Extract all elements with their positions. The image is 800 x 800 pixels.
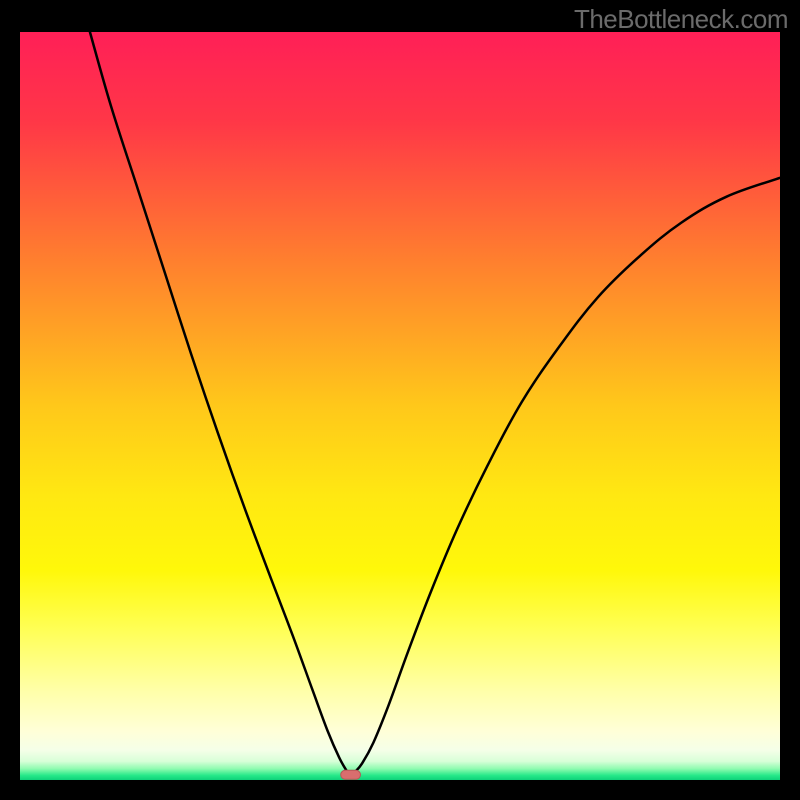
watermark-text: TheBottleneck.com <box>574 4 788 35</box>
bottleneck-chart <box>0 0 800 800</box>
chart-container: TheBottleneck.com <box>0 0 800 800</box>
